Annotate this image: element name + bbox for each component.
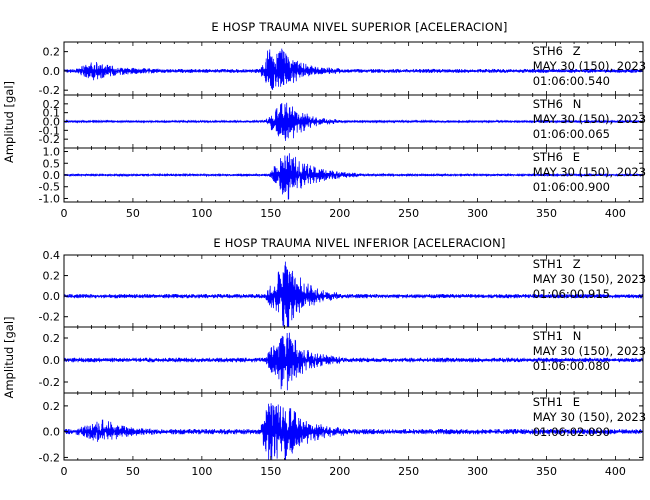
component-label: E bbox=[573, 395, 580, 409]
record-time: 01:06:02.090 bbox=[533, 425, 610, 439]
record-date: MAY 30 (150), 2023 bbox=[533, 112, 646, 126]
y-tick-label: 1.0 bbox=[43, 146, 61, 159]
chart-title: E HOSP TRAUMA NIVEL SUPERIOR [ACELERACIO… bbox=[211, 20, 507, 34]
x-tick-label: 150 bbox=[260, 465, 281, 478]
chart-title: E HOSP TRAUMA NIVEL INFERIOR [ACELERACIO… bbox=[213, 236, 505, 250]
waveform-line bbox=[64, 403, 643, 460]
y-tick-label: 0.0 bbox=[43, 116, 61, 129]
record-date: MAY 30 (150), 2023 bbox=[533, 410, 646, 424]
waveform-line bbox=[64, 102, 643, 141]
record-time: 01:06:00.080 bbox=[533, 359, 610, 373]
waveform-line bbox=[64, 48, 643, 90]
x-tick-label: 50 bbox=[126, 207, 140, 220]
x-tick-label: 0 bbox=[61, 207, 68, 220]
waveform-line bbox=[64, 332, 643, 391]
station-label: STH6 bbox=[533, 44, 563, 58]
station-label: STH1 bbox=[533, 395, 563, 409]
station-label: STH6 bbox=[533, 97, 563, 111]
component-label: Z bbox=[573, 257, 581, 271]
record-time: 01:06:00.540 bbox=[533, 74, 610, 88]
x-tick-label: 100 bbox=[191, 465, 212, 478]
y-tick-label: 0.5 bbox=[43, 157, 61, 170]
y-tick-label: -0.2 bbox=[39, 311, 60, 324]
y-tick-label: 0.2 bbox=[43, 270, 61, 283]
record-date: MAY 30 (150), 2023 bbox=[533, 59, 646, 73]
y-tick-label: 0.0 bbox=[43, 290, 61, 303]
x-tick-label: 350 bbox=[536, 465, 557, 478]
y-tick-label: -0.5 bbox=[39, 181, 60, 194]
x-tick-label: 300 bbox=[467, 465, 488, 478]
y-tick-label: -1.0 bbox=[39, 192, 60, 205]
waveform-line bbox=[64, 261, 643, 327]
y-tick-label: -0.2 bbox=[39, 376, 60, 389]
waveform-line bbox=[64, 153, 643, 200]
x-tick-label: 350 bbox=[536, 207, 557, 220]
y-tick-label: 0.2 bbox=[43, 98, 61, 111]
y-tick-label: 0.2 bbox=[43, 332, 61, 345]
x-tick-label: 200 bbox=[329, 207, 350, 220]
y-tick-label: 0.2 bbox=[43, 400, 61, 413]
record-time: 01:06:00.900 bbox=[533, 180, 610, 194]
chart-panel-2: E HOSP TRAUMA NIVEL INFERIOR [ACELERACIO… bbox=[2, 236, 646, 478]
record-time: 01:06:00.065 bbox=[533, 127, 610, 141]
y-tick-label: 0.0 bbox=[43, 169, 61, 182]
record-date: MAY 30 (150), 2023 bbox=[533, 272, 646, 286]
x-tick-label: 250 bbox=[398, 465, 419, 478]
component-label: N bbox=[573, 97, 582, 111]
station-label: STH1 bbox=[533, 257, 563, 271]
y-tick-label: -0.2 bbox=[39, 84, 60, 97]
y-tick-label: 0.4 bbox=[43, 249, 61, 262]
chart-panel-1: E HOSP TRAUMA NIVEL SUPERIOR [ACELERACIO… bbox=[2, 20, 646, 220]
y-tick-label: 0.1 bbox=[43, 107, 61, 120]
y-tick-label: -0.1 bbox=[39, 124, 60, 137]
y-tick-label: 0.0 bbox=[43, 354, 61, 367]
x-tick-label: 50 bbox=[126, 465, 140, 478]
y-axis-label: Amplitud [gal] bbox=[2, 316, 16, 398]
y-tick-label: 0.2 bbox=[43, 46, 61, 59]
record-date: MAY 30 (150), 2023 bbox=[533, 344, 646, 358]
x-tick-label: 150 bbox=[260, 207, 281, 220]
x-tick-label: 400 bbox=[605, 207, 626, 220]
x-tick-label: 100 bbox=[191, 207, 212, 220]
y-tick-label: -0.2 bbox=[39, 451, 60, 464]
y-axis-label: Amplitud [gal] bbox=[2, 81, 16, 163]
x-tick-label: 250 bbox=[398, 207, 419, 220]
x-tick-label: 200 bbox=[329, 465, 350, 478]
component-label: N bbox=[573, 329, 582, 343]
station-label: STH6 bbox=[533, 150, 563, 164]
x-tick-label: 300 bbox=[467, 207, 488, 220]
component-label: Z bbox=[573, 44, 581, 58]
record-date: MAY 30 (150), 2023 bbox=[533, 165, 646, 179]
record-time: 01:06:00.915 bbox=[533, 287, 610, 301]
x-tick-label: 400 bbox=[605, 465, 626, 478]
y-tick-label: 0.0 bbox=[43, 426, 61, 439]
component-label: E bbox=[573, 150, 580, 164]
y-tick-label: 0.0 bbox=[43, 65, 61, 78]
station-label: STH1 bbox=[533, 329, 563, 343]
y-tick-label: -0.2 bbox=[39, 133, 60, 146]
x-tick-label: 0 bbox=[61, 465, 68, 478]
